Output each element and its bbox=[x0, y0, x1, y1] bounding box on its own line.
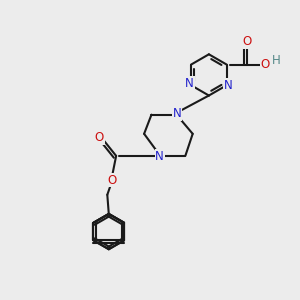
Text: N: N bbox=[173, 107, 182, 120]
Text: N: N bbox=[224, 79, 233, 92]
Text: O: O bbox=[261, 58, 270, 71]
Text: O: O bbox=[94, 131, 104, 144]
Text: O: O bbox=[107, 173, 117, 187]
Text: N: N bbox=[185, 77, 194, 90]
Text: O: O bbox=[242, 35, 251, 48]
Text: N: N bbox=[155, 150, 164, 163]
Text: H: H bbox=[272, 54, 280, 67]
